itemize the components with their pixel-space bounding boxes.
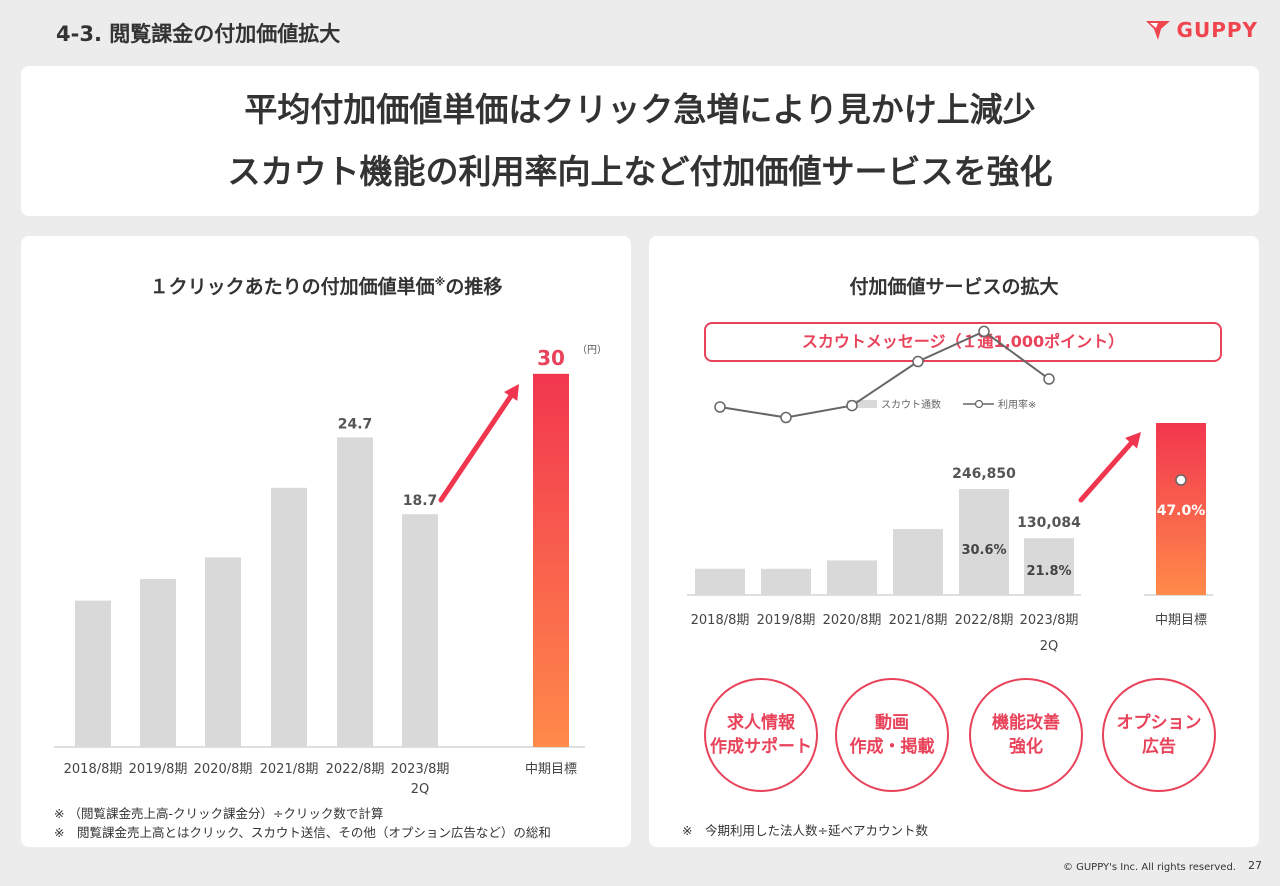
service-chart: スカウト通数 利用率※ 246,850 130,084 30.6% 21.8% 47.0% 2…: [687, 325, 1213, 654]
bar-6: [533, 373, 569, 747]
scout-bar-1: [761, 568, 811, 595]
scout-bar-label-4: 246,850: [952, 466, 1016, 482]
guppy-logo-icon: [1145, 21, 1170, 40]
growth-arrow-head: [1125, 432, 1141, 449]
left-panel-title-mark: ※: [434, 275, 446, 289]
left-panel-title-suffix: の推移: [445, 276, 503, 298]
growth-arrow-head: [503, 384, 519, 401]
right-panel: 付加価値サービスの拡大 スカウトメッセージ（１通1,000ポイント） スカウト通…: [649, 236, 1259, 847]
target-bar: [1156, 423, 1206, 595]
left-panel: １クリックあたりの付加価値単価※の推移 2018/8期 2019/8期 2020/8…: [21, 236, 631, 847]
usage-rate-line: [719, 330, 1050, 419]
category-label-3: 2021/8期: [889, 613, 948, 628]
category-label-5: 2023/8期: [1020, 613, 1079, 628]
scout-bar-2: [827, 560, 877, 595]
bar-0: [75, 600, 111, 747]
category-label-1: 2019/8期: [129, 762, 188, 777]
usage-label-4: 30.6%: [961, 543, 1006, 558]
service-circle-feature: 機能改善 強化: [969, 678, 1083, 792]
usage-rate-point-5: [1043, 373, 1055, 385]
category-label-2: 2020/8期: [194, 762, 253, 777]
legend-bar-label: スカウト通数: [881, 398, 941, 411]
service-circle-option-ad: オプション 広告: [1102, 678, 1216, 792]
category-label-5-b: 2Q: [411, 782, 430, 797]
usage-rate-point-6: [1175, 474, 1187, 486]
growth-arrow-shaft: [1078, 440, 1134, 503]
bar-5: [402, 514, 438, 747]
left-panel-title: １クリックあたりの付加価値単価※の推移: [21, 272, 631, 299]
service-circle-job-info: 求人情報 作成サポート: [704, 678, 818, 792]
category-label-3: 2021/8期: [260, 762, 319, 777]
data-label-5: 18.7: [403, 493, 438, 509]
unit-label: （円）: [577, 344, 607, 356]
usage-rate-point-0: [714, 401, 726, 413]
category-label-6: 中期目標: [525, 762, 577, 777]
category-label-1: 2019/8期: [757, 613, 816, 628]
category-label-5: 2023/8期: [391, 762, 450, 777]
usage-label-6: 47.0%: [1157, 503, 1206, 519]
headline-line-2: スカウト機能の利用率向上など付加価値サービスを強化: [227, 152, 1053, 191]
legend-bar-swatch: [847, 400, 877, 408]
right-panel-title: 付加価値サービスの拡大: [849, 276, 1059, 298]
category-label-2: 2020/8期: [823, 613, 882, 628]
scout-bar-label-5: 130,084: [1017, 515, 1081, 531]
left-note-1: ※ （閲覧課金売上高-クリック課金分）÷クリック数で計算: [54, 806, 384, 821]
category-label-5-b: 2Q: [1040, 639, 1059, 654]
usage-rate-point-3: [912, 355, 924, 368]
bar-1: [140, 579, 176, 747]
left-note-2: ※ 閲覧課金売上高とはクリック、スカウト送信、その他（オプション広告など）の総和: [54, 825, 551, 840]
usage-rate-point-1: [780, 411, 792, 424]
left-panel-title-text: １クリックあたりの付加価値単価: [149, 276, 435, 298]
copyright: © GUPPY's Inc. All rights reserved.: [1062, 862, 1236, 873]
legend-line-marker: [974, 399, 984, 409]
bar-2: [205, 557, 241, 747]
right-note: ※ 今期利用した法人数÷延べアカウント数: [682, 823, 928, 838]
category-label-0: 2018/8期: [691, 613, 750, 628]
category-label-4: 2022/8期: [955, 613, 1014, 628]
bar-3: [271, 487, 307, 747]
section-title: 4-3. 閲覧課金の付加価値拡大: [56, 22, 341, 46]
usage-label-5: 21.8%: [1026, 564, 1071, 579]
headline-line-1: 平均付加価値単価はクリック急増により見かけ上減少: [244, 90, 1036, 129]
bar-4: [337, 437, 373, 747]
usage-rate-point-4: [978, 325, 990, 338]
scout-bar-0: [695, 568, 745, 595]
legend-line-label: 利用率※: [998, 398, 1036, 411]
unit-price-chart: 2018/8期 2019/8期 2020/8期 2021/8期 24.7 2022/8期 1…: [54, 344, 607, 797]
growth-arrow-shaft: [438, 393, 514, 503]
data-label-4: 24.7: [338, 416, 373, 432]
category-label-0: 2018/8期: [64, 762, 123, 777]
category-label-6: 中期目標: [1155, 613, 1207, 628]
category-label-4: 2022/8期: [326, 762, 385, 777]
service-circle-video: 動画 作成・掲載: [835, 678, 949, 792]
scout-bar-3: [893, 529, 943, 595]
logo-text: GUPPY: [1176, 18, 1258, 42]
usage-rate-point-2: [846, 399, 858, 412]
scout-bar-5: [1024, 538, 1074, 595]
data-label-6: 30: [537, 346, 565, 370]
scout-bar-4: [959, 489, 1009, 595]
page-number: 27: [1248, 859, 1262, 872]
headline-card: 平均付加価値単価はクリック急増により見かけ上減少 スカウト機能の利用率向上など付…: [21, 66, 1259, 216]
logo: GUPPY: [1145, 18, 1258, 42]
